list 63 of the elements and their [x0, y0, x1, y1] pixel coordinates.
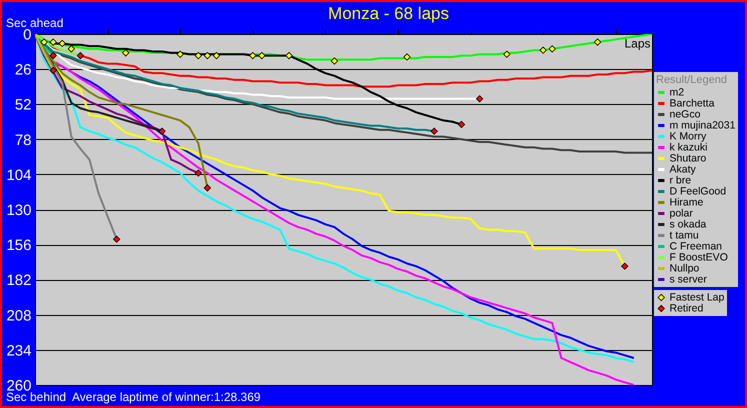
- legend-label: m2: [670, 86, 684, 98]
- point: [76, 52, 84, 60]
- point: [40, 38, 48, 46]
- y-tick-label: 234: [6, 342, 32, 360]
- point: [50, 52, 57, 60]
- point: [330, 57, 338, 65]
- y-tick-label: 208: [6, 307, 32, 324]
- point: [204, 184, 211, 192]
- point: [594, 38, 602, 46]
- point: [50, 66, 57, 74]
- legend-label: Akaty: [670, 164, 697, 176]
- y-tick-label: 52: [14, 96, 32, 114]
- y-tick-label: 104: [6, 166, 32, 184]
- point: [258, 52, 266, 60]
- point: [212, 52, 220, 60]
- legend-label: t tamu: [670, 230, 699, 242]
- point: [50, 38, 57, 46]
- point: [476, 95, 484, 102]
- point: [540, 46, 547, 54]
- point: [113, 236, 120, 243]
- legend-label: neGco: [670, 108, 701, 120]
- legend-label: Hirame: [670, 196, 704, 208]
- point: [158, 128, 166, 135]
- legend-label: s okada: [670, 218, 706, 230]
- y-tick-label: 182: [6, 272, 32, 290]
- point: [249, 52, 256, 60]
- legend-label: polar: [670, 208, 694, 220]
- y-tick-label: 78: [14, 132, 32, 149]
- point: [68, 45, 75, 52]
- legend-label: k kazuki: [670, 142, 708, 154]
- point: [503, 50, 510, 58]
- point: [194, 169, 202, 177]
- legend-label: F BoostEVO: [670, 252, 728, 264]
- y-tick-label: 156: [6, 237, 32, 254]
- y-tick-label: 130: [6, 202, 32, 219]
- legend-label: Shutaro: [670, 152, 706, 164]
- legend-label: Barchetta: [670, 98, 715, 110]
- legend-label: m mujina2031: [670, 120, 736, 132]
- point: [548, 45, 556, 52]
- legend-label: K Morry: [670, 130, 707, 142]
- text: Sec behind: [6, 390, 66, 404]
- chart-title: Monza - 68 laps: [328, 4, 449, 23]
- legend-label: Retired: [670, 302, 704, 314]
- legend-label: Nullpo: [670, 262, 700, 274]
- point: [458, 120, 466, 128]
- x-axis-title: Laps: [624, 36, 650, 50]
- point: [176, 50, 184, 58]
- legend-label: s server: [670, 274, 708, 286]
- point: [122, 49, 130, 56]
- point: [58, 40, 66, 48]
- point: [621, 262, 628, 270]
- point: [204, 52, 211, 60]
- y-tick-label: 26: [14, 62, 32, 79]
- point: [285, 52, 293, 60]
- legend-label: C Freeman: [670, 240, 722, 252]
- legend-label: r bre: [670, 174, 692, 186]
- text: Average laptime of winner:1:28.369: [72, 390, 261, 404]
- legend-title: Result/Legend: [656, 74, 727, 86]
- legend-label: D FeelGood: [670, 186, 726, 198]
- point: [194, 52, 202, 60]
- point: [403, 53, 411, 61]
- legend-label: Fastest Lap: [670, 292, 725, 304]
- point: [430, 128, 438, 135]
